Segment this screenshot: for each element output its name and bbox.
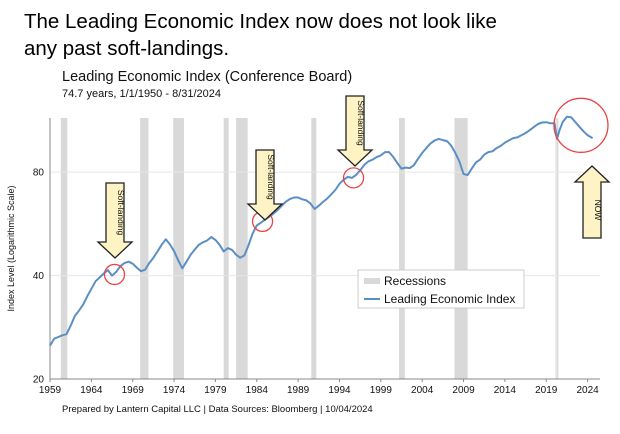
legend-recession-swatch [364, 278, 380, 284]
soft-landing-arrow-1984-shape [246, 149, 284, 221]
chart-subtitle: 74.7 years, 1/1/1950 - 8/31/2024 [62, 88, 222, 100]
x-tick-label-1994: 1994 [328, 385, 351, 396]
x-tick-label-1964: 1964 [80, 385, 103, 396]
y-tick-label-40: 40 [33, 271, 45, 282]
x-tick-label-2019: 2019 [535, 385, 558, 396]
x-tick-label-2014: 2014 [494, 385, 517, 396]
recession-band-6 [399, 118, 405, 379]
recession-band-5 [311, 118, 317, 379]
soft-landing-arrow-1966: Soft-landing [96, 182, 134, 259]
y-tick-label-20: 20 [33, 375, 45, 386]
x-tick-label-1979: 1979 [204, 385, 227, 396]
x-tick-label-2024: 2024 [576, 385, 599, 396]
legend-series-label: Leading Economic Index [384, 292, 515, 306]
footer-credit: Prepared by Lantern Capital LLC | Data S… [62, 404, 373, 415]
soft-landing-circle-1966 [103, 263, 126, 286]
recession-band-7 [454, 118, 468, 379]
now-circle [553, 97, 609, 153]
headline-line-2: any past soft-landings. [24, 37, 230, 60]
soft-landing-arrow-1984-label: Soft-landing [266, 154, 276, 200]
soft-landing-circle-1995 [342, 167, 365, 189]
x-tick-label-1974: 1974 [163, 385, 186, 396]
x-tick-label-1969: 1969 [122, 385, 145, 396]
recession-band-2 [173, 118, 184, 379]
recession-band-1 [140, 118, 149, 379]
legend-box [357, 269, 525, 309]
now-arrow: NOW [573, 165, 611, 239]
soft-landing-arrow-1995-shape [336, 95, 374, 167]
x-tick-label-1984: 1984 [246, 385, 269, 396]
now-arrow-shape [573, 165, 611, 239]
recession-band-4 [236, 118, 248, 379]
soft-landing-arrow-1995: Soft-landing [336, 95, 374, 167]
x-tick-label-2009: 2009 [452, 385, 475, 396]
x-tick-label-1989: 1989 [287, 385, 310, 396]
soft-landing-arrow-1995-label: Soft-landing [356, 100, 366, 146]
recession-band-8 [555, 118, 559, 379]
soft-landing-arrow-1966-shape [96, 182, 134, 259]
lei-series-line [49, 115, 594, 347]
legend-recession-label: Recessions [384, 274, 446, 288]
x-tick-label-2004: 2004 [411, 385, 434, 396]
headline-line-1: The Leading Economic Index now does not … [24, 10, 497, 33]
y-axis-label: Index Level (Logarithmic Scale) [6, 185, 16, 311]
headline: The Leading Economic Index now does not … [24, 8, 544, 62]
chart-title: Leading Economic Index (Conference Board… [62, 69, 353, 85]
now-arrow-label: NOW [593, 200, 603, 221]
soft-landing-arrow-1966-label: Soft-landing [116, 190, 126, 236]
recession-band-0 [60, 118, 68, 379]
soft-landing-arrow-1984: Soft-landing [246, 149, 284, 221]
y-tick-label-80: 80 [33, 168, 45, 179]
x-tick-label-1999: 1999 [370, 385, 393, 396]
x-tick-label-1959: 1959 [39, 385, 62, 396]
